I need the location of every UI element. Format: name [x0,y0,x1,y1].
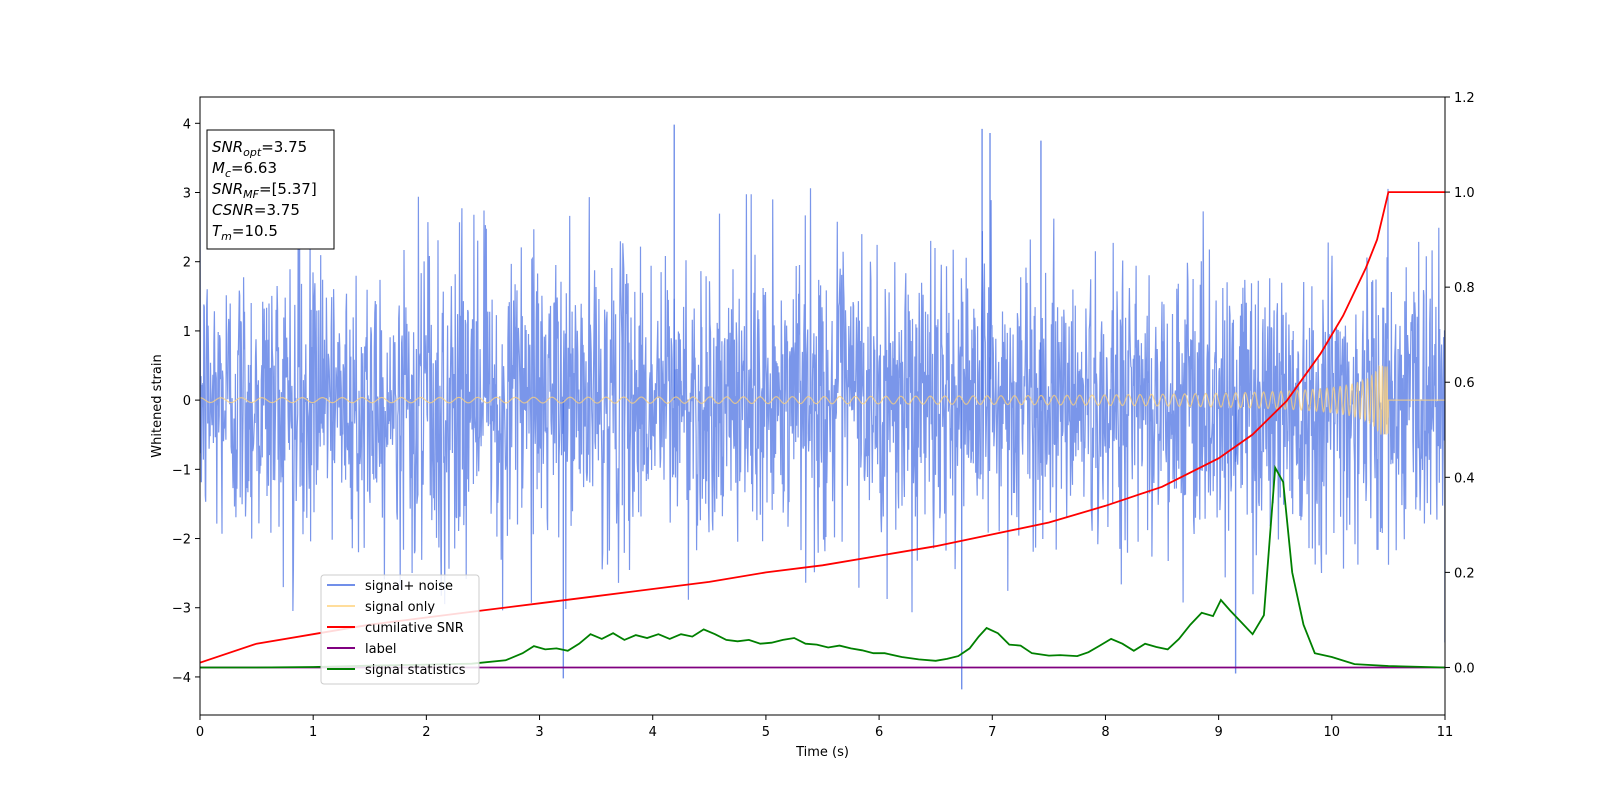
series-signal-statistics-line [200,464,1445,669]
info-line-value: =10.5 [232,222,278,240]
info-line-subscript: opt [243,146,262,159]
y-right-tick-label: 0.2 [1454,566,1475,581]
info-line: CSNR=3.75 [212,201,300,219]
y-left-tick-label: 4 [183,117,191,132]
x-axis-label: Time (s) [795,745,849,760]
info-line-value: =3.75 [254,201,300,219]
info-line-subscript: m [221,230,232,243]
info-line: SNRMF=[5.37] [212,180,317,201]
y-right-tick-label: 0.6 [1454,376,1475,391]
info-line-symbol: T [212,222,223,240]
x-tick-label: 2 [422,725,430,740]
x-tick-label: 11 [1437,725,1454,740]
x-axis: 0 1 2 3 4 5 6 7 8 9 10 11 [196,715,1453,740]
y-right-tick-label: 0.8 [1454,281,1475,296]
legend-entry-label: signal only [365,600,435,615]
y-right-tick-label: 1.2 [1454,91,1475,106]
info-line: Mc=6.63 [212,159,277,180]
y-left-tick-label: −3 [172,602,191,617]
x-tick-label: 1 [309,725,317,740]
y-left-tick-label: −2 [172,533,191,548]
info-line-symbol: SNR [212,138,243,156]
y-right-tick-label: 0.0 [1454,661,1475,676]
info-line: Tm=10.5 [212,222,278,243]
legend-entry-label: label [365,642,396,657]
series-signal-only-line [200,364,1445,435]
series-signal-noise-line [200,188,1445,613]
info-line-subscript: c [225,167,231,180]
info-line-symbol: SNR [212,180,243,198]
info-line-value: =6.63 [231,159,277,177]
info-line-subscript: MF [243,188,259,201]
legend-frame [320,574,480,685]
info-line: SNRopt=3.75 [212,138,307,159]
x-tick-label: 7 [988,725,996,740]
legend-entry-label: signal statistics [365,663,466,678]
x-tick-label: 4 [649,725,657,740]
legend: signal+ noise signal only cumilative SNR la… [320,574,480,685]
info-line-value: =3.75 [261,138,307,156]
x-tick-label: 8 [1101,725,1109,740]
y-right-tick-label: 0.4 [1454,471,1475,486]
x-tick-label: 9 [1214,725,1222,740]
y-axis-label: Whitened strain [150,354,165,457]
legend-entry-label: cumilative SNR [365,621,464,636]
y-axis-right: 0.0 0.2 0.4 0.6 0.8 1.0 1.2 [1445,91,1475,676]
legend-entry-label: signal+ noise [365,579,453,594]
y-left-tick-label: 0 [183,394,191,409]
y-left-tick-label: 1 [183,325,191,340]
x-tick-label: 10 [1324,725,1341,740]
info-line-value: =[5.37] [259,180,317,198]
x-tick-label: 3 [535,725,543,740]
info-line-symbol: M [212,159,225,177]
info-line-symbol: CSNR [212,201,254,219]
y-left-tick-label: −1 [172,463,191,478]
info-box-frame [206,129,335,250]
x-tick-label: 0 [196,725,204,740]
y-left-tick-label: 3 [183,187,191,202]
info-annotation-box: SNRopt=3.75Mc=6.63SNRMF=[5.37]CSNR=3.75T… [206,129,335,250]
plot-frame [199,96,1446,716]
y-right-tick-label: 1.0 [1454,186,1475,201]
y-left-tick-label: 2 [183,256,191,271]
x-tick-label: 5 [762,725,770,740]
y-axis-left: −4 −3 −2 −1 0 1 2 3 4 [172,117,200,686]
y-left-tick-label: −4 [172,671,191,686]
x-tick-label: 6 [875,725,883,740]
